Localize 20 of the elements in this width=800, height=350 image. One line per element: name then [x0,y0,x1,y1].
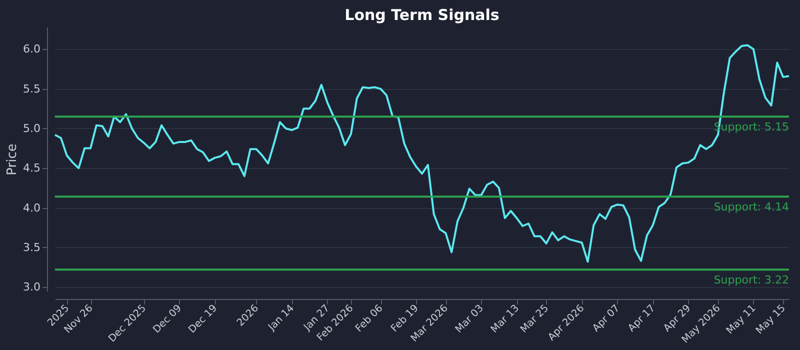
y-tick-label: 6.0 [23,42,40,56]
y-axis-title: Price [5,144,20,176]
y-tick-label: 4.5 [23,162,40,175]
x-tick-label: Mar 13 [489,302,522,336]
y-tick-label: 5.5 [23,82,40,96]
x-tick-label: Dec 09 [151,302,184,336]
x-tick-label: Apr 17 [626,302,658,334]
chart-title: Long Term Signals [344,6,500,24]
y-tick-label: 5.0 [23,122,40,135]
ref-line-label: Support: 4.14 [714,200,789,214]
y-tick-label: 3.0 [23,280,40,294]
ref-line-label: Support: 3.22 [714,274,789,287]
y-tick-label: 4.0 [23,201,40,214]
x-tick-label: Jan 14 [266,302,297,334]
x-tick-label: Dec 19 [186,302,220,336]
line-series [54,44,790,263]
x-tick-label: Apr 07 [590,302,622,334]
x-tick-label: Mar 03 [454,302,486,336]
x-tick-label: Feb 06 [354,302,386,335]
y-tick-label: 3.5 [23,240,40,254]
